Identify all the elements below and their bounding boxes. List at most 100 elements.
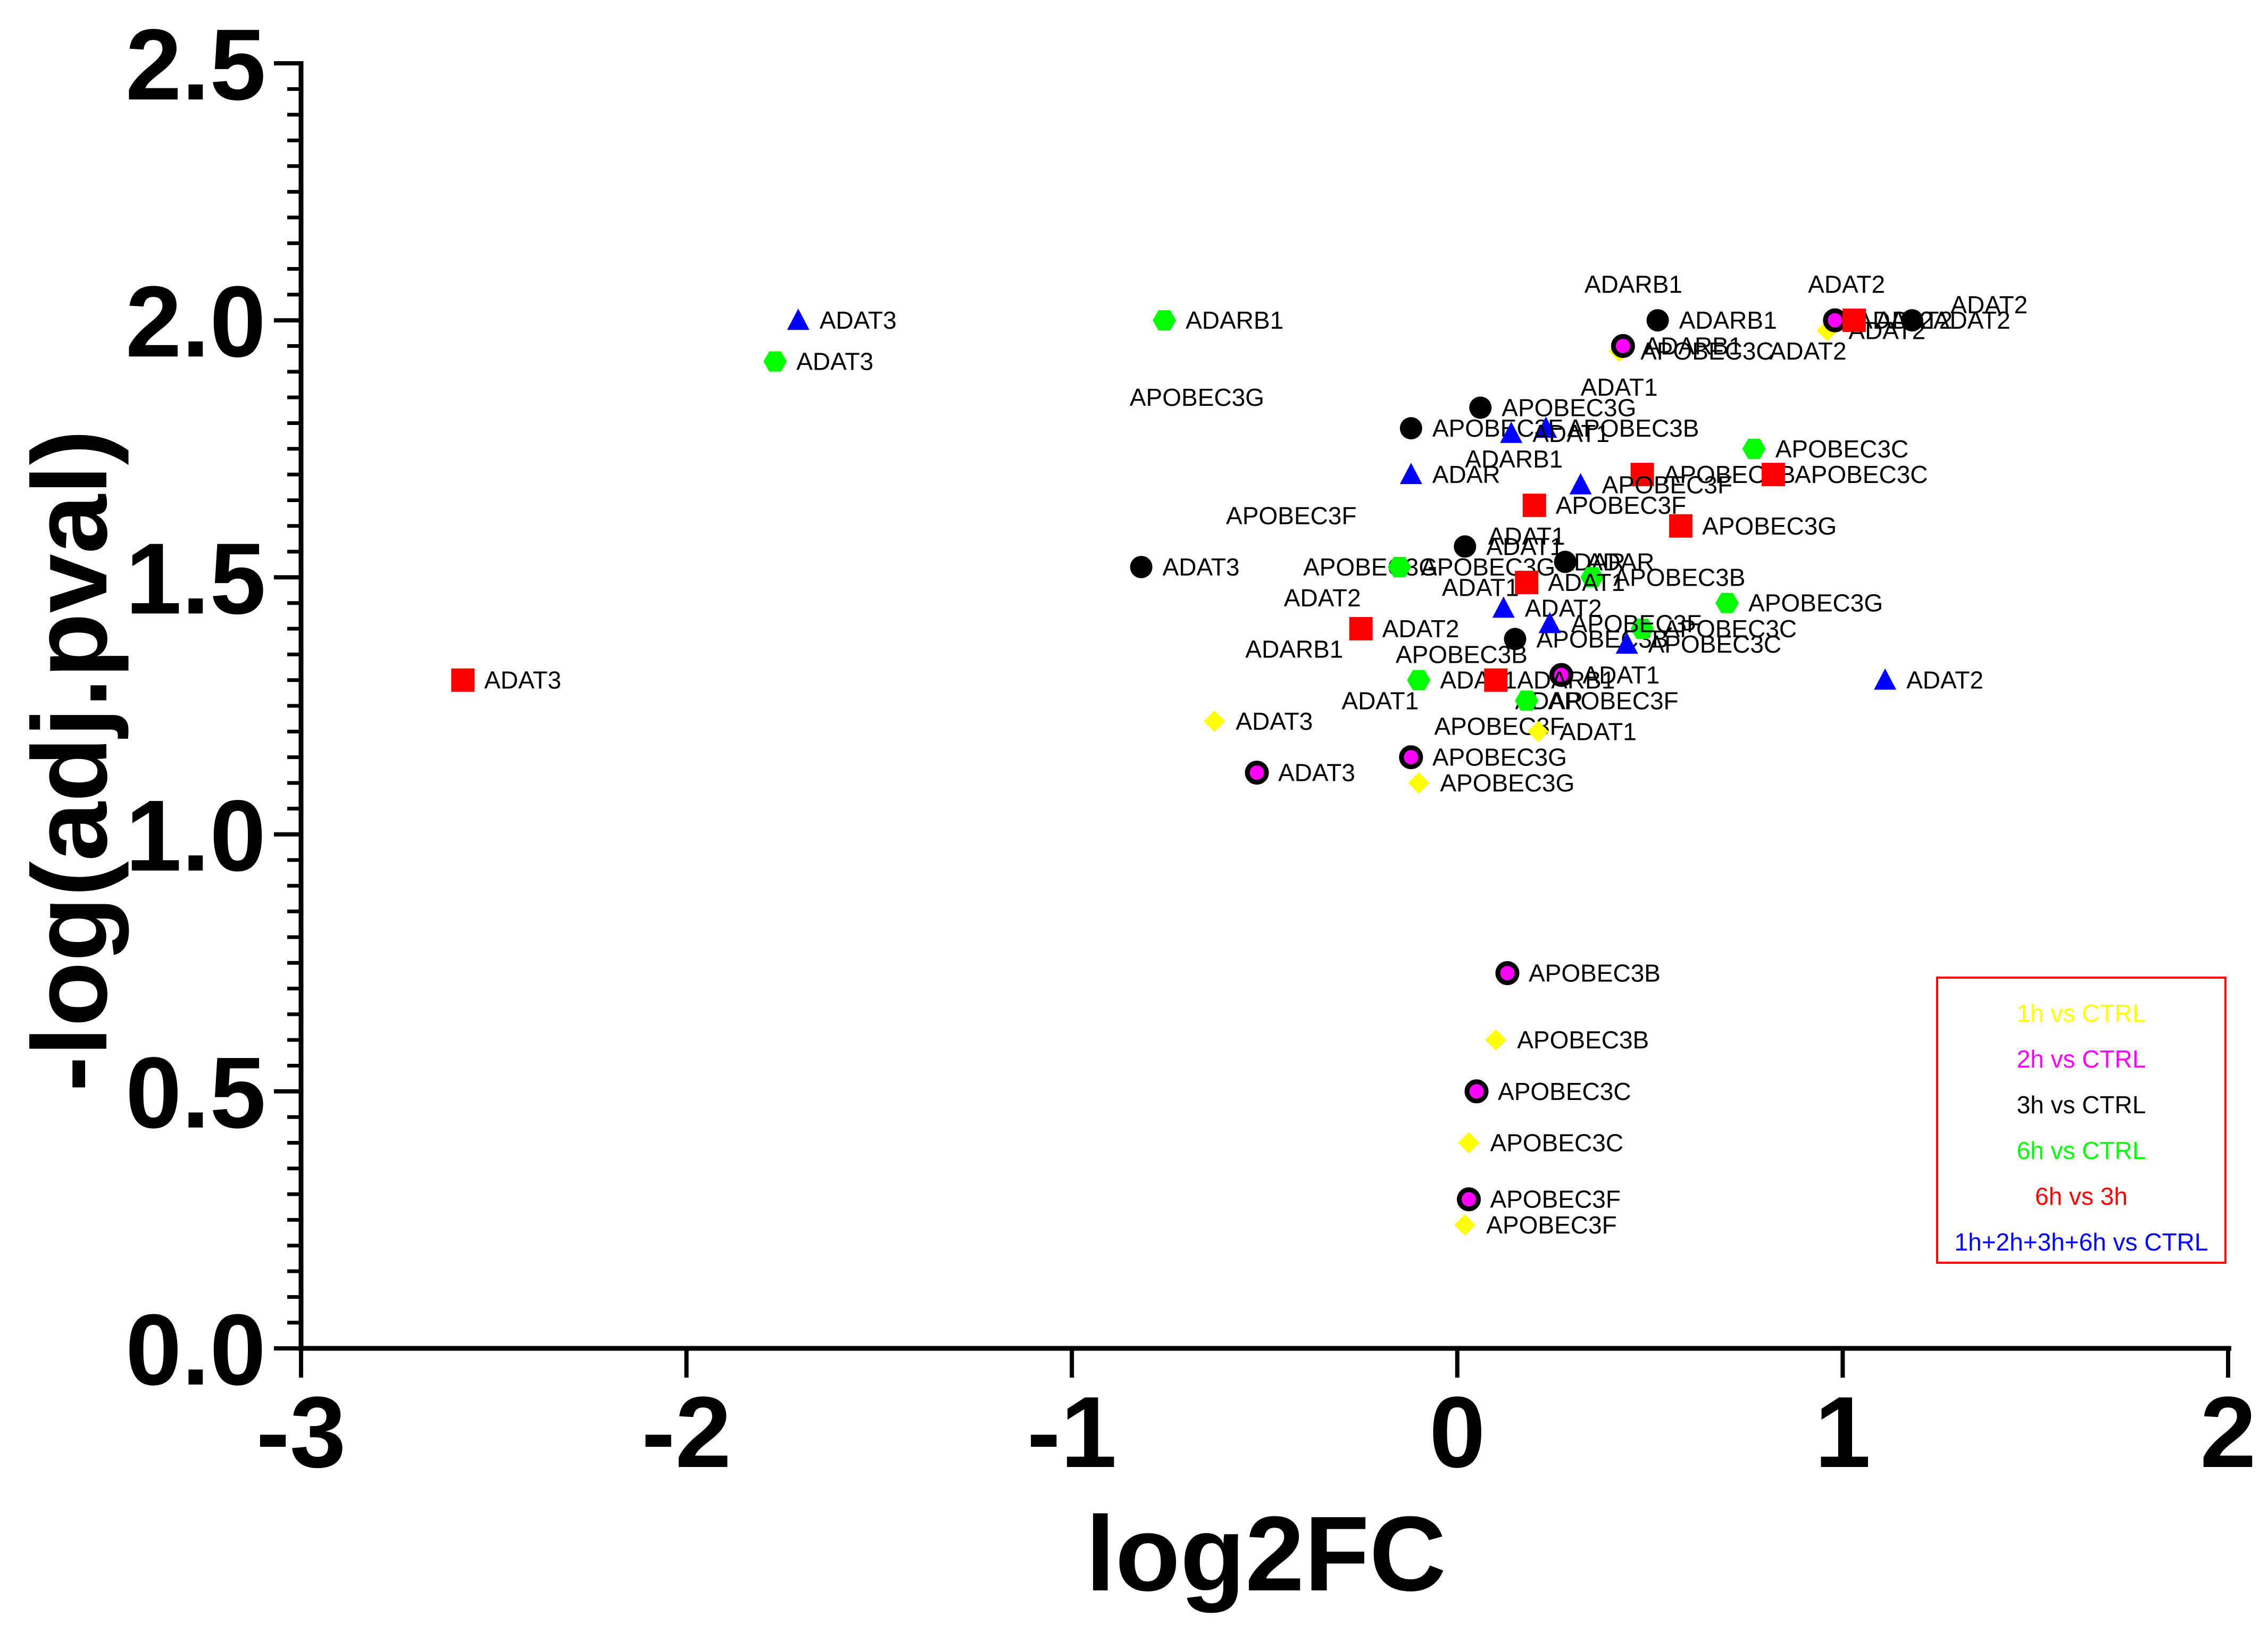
diamond-marker — [1204, 710, 1225, 732]
ringed-circle-marker — [1823, 308, 1847, 332]
hexagon-marker — [1388, 557, 1412, 578]
x-tick-label: -3 — [256, 1376, 346, 1489]
circle-marker — [1130, 556, 1153, 579]
x-axis-tick-labels: -3 -2 -1 0 1 2 — [256, 1376, 2256, 1489]
floating-label: APOBEC3G — [1130, 384, 1264, 411]
triangle-marker — [1615, 632, 1638, 654]
point-label: APOBEC3C — [1795, 461, 1928, 488]
point-label: APOBEC3B — [1517, 1026, 1649, 1054]
ringed-circle-marker — [1399, 745, 1423, 770]
point-label: APOBEC3F — [1571, 610, 1702, 637]
hexagon-marker — [763, 351, 787, 372]
square-marker — [1349, 617, 1373, 641]
point-label: APOBEC3G — [1748, 589, 1883, 617]
point-label: ADAT3 — [1163, 553, 1240, 581]
y-tick-label: 2.5 — [126, 9, 266, 121]
y-tick-label: 1.5 — [126, 522, 266, 635]
floating-label: APOBEC3B — [1396, 640, 1528, 668]
y-tick-label: 0.0 — [126, 1294, 266, 1406]
floating-label: ADAT2 — [1808, 271, 1885, 298]
point-label: APOBEC3G — [1502, 394, 1636, 421]
floating-label: ADAT2 — [1770, 337, 1847, 365]
triangle-marker — [787, 309, 810, 330]
triangle-marker — [1500, 421, 1523, 443]
point-label: ADAT1 — [1486, 532, 1563, 560]
x-tick-label: -2 — [641, 1376, 731, 1489]
square-marker — [1761, 463, 1785, 487]
legend-box — [1936, 977, 2227, 1264]
point-label: ADARB1 — [1644, 332, 1742, 360]
point-label: APOBEC3G — [1702, 512, 1837, 540]
circle-marker — [1900, 309, 1923, 332]
ringed-circle-marker — [1495, 961, 1520, 986]
hexagon-marker — [1407, 670, 1431, 690]
point-label: ADAT3 — [1278, 759, 1355, 787]
y-tick-label: 2.0 — [126, 265, 266, 378]
legend-entry: 6h vs CTRL — [2017, 1137, 2146, 1164]
ringed-circle-marker — [1611, 334, 1635, 359]
legend-entry: 3h vs CTRL — [2017, 1091, 2146, 1119]
point-label: ADAR — [1432, 461, 1500, 488]
point-label: APOBEC3F — [1490, 1186, 1621, 1213]
square-marker — [1484, 668, 1508, 692]
floating-label: ADAT2 — [1284, 584, 1361, 612]
legend-entry: 2h vs CTRL — [2017, 1045, 2146, 1073]
square-marker — [1515, 571, 1539, 595]
point-label: ADAT2 — [1525, 594, 1602, 622]
floating-label: ADARB1 — [1465, 445, 1563, 473]
floating-label: ADARB1 — [1585, 271, 1682, 298]
y-tick-label: 0.5 — [126, 1037, 266, 1149]
point-label: ADAT1 — [1532, 420, 1610, 447]
y-axis-tick-labels: 0.0 0.5 1.0 1.5 2.0 2.5 — [126, 9, 266, 1406]
x-tick-label: 1 — [1815, 1376, 1871, 1489]
hexagon-marker — [1742, 438, 1766, 459]
point-label: APOBEC3G — [1440, 769, 1574, 797]
point-label: APOBEC3C — [1490, 1129, 1624, 1156]
x-tick-label: -1 — [1027, 1376, 1117, 1489]
circle-marker — [1454, 535, 1477, 558]
diamond-marker — [1408, 772, 1430, 794]
point-label: APOBEC3C — [1775, 435, 1909, 463]
ringed-circle-marker — [1457, 1187, 1481, 1212]
ringed-circle-marker — [1245, 761, 1269, 785]
legend-entry: 1h vs CTRL — [2017, 999, 2146, 1027]
point-label: ADARB1 — [1517, 666, 1615, 694]
ringed-circle-marker — [1549, 663, 1573, 687]
circle-marker — [1504, 628, 1527, 651]
point-label: APOBEC3B — [1613, 563, 1745, 591]
hexagon-marker — [1580, 567, 1604, 588]
point-label: ADAT3 — [796, 348, 873, 376]
point-label: APOBEC3C — [1648, 630, 1782, 658]
circle-marker — [1554, 551, 1577, 573]
square-marker — [1842, 309, 1866, 332]
triangle-marker — [1538, 612, 1561, 633]
point-label: ADARB1 — [1679, 306, 1777, 334]
circle-marker — [1399, 417, 1422, 440]
point-label: APOBEC3B — [1567, 414, 1699, 442]
point-label: APOBEC3F — [1548, 687, 1678, 714]
point-label: APOBEC3C — [1640, 337, 1774, 365]
hexagon-marker — [1630, 619, 1654, 639]
point-label: ADAT1 — [1582, 661, 1660, 689]
floating-label: APOBEC3F — [1226, 502, 1356, 529]
square-marker — [1630, 463, 1654, 487]
point-label: ADAT3 — [1236, 707, 1313, 735]
legend-entry: 1h+2h+3h+6h vs CTRL — [1955, 1228, 2208, 1256]
point-label: APOBEC3F — [1602, 471, 1732, 498]
diamond-marker — [1454, 1214, 1476, 1236]
hexagon-marker — [1515, 690, 1539, 711]
floating-label: ADAT2 — [1950, 291, 2028, 319]
x-tick-label: 2 — [2200, 1376, 2256, 1489]
floating-label: APOBEC3F — [1434, 713, 1564, 740]
floating-label: ADAT1 — [1581, 373, 1658, 401]
hexagon-marker — [1715, 593, 1739, 613]
point-label: ADAT2 — [1382, 615, 1460, 643]
point-label: APOBEC3C — [1498, 1078, 1631, 1105]
square-marker — [1669, 514, 1693, 538]
square-marker — [1522, 494, 1546, 518]
point-label: APOBEC3F — [1556, 491, 1686, 519]
hexagon-marker — [1153, 310, 1177, 331]
triangle-marker — [1569, 473, 1592, 495]
